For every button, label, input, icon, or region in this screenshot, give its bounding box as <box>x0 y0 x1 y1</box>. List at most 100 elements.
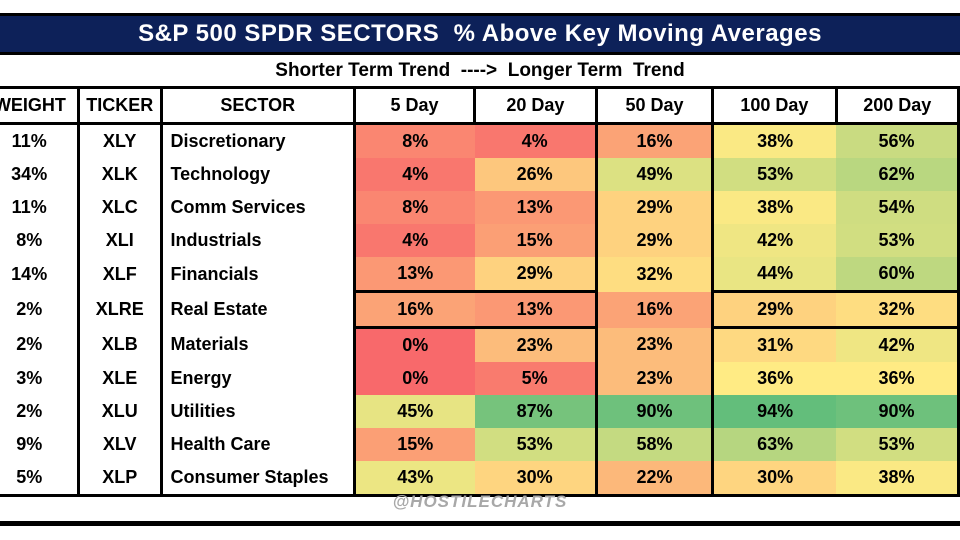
sector-cell: Real Estate <box>161 291 356 328</box>
value-cell-100-day: 94% <box>712 395 837 428</box>
table-body: 11% XLY Discretionary 8% 4% 16% 38% 56% 34% XLK Te… <box>0 123 960 497</box>
table-row-xle: 3% XLE Energy 0% 5% 23% 36% 36% <box>0 362 960 395</box>
value-cell-20-day: 53% <box>474 428 598 461</box>
value-cell-5-day: 8% <box>354 123 475 158</box>
weight-cell: 2% <box>0 291 80 328</box>
column-header-20-day: 20 Day <box>473 86 598 125</box>
table-row-xlv: 9% XLV Health Care 15% 53% 58% 63% 53% <box>0 428 960 461</box>
ticker-cell: XLC <box>78 191 163 224</box>
value-cell-20-day: 13% <box>474 291 598 329</box>
value-cell-100-day: 53% <box>712 158 837 191</box>
value-cell-5-day: 13% <box>354 257 475 293</box>
bottom-divider <box>0 521 960 526</box>
value-cell-50-day: 16% <box>596 291 715 328</box>
page-title: S&P 500 SPDR SECTORS % Above Key Moving … <box>138 20 822 47</box>
table-header-row: WEIGHT TICKER SECTOR 5 Day 20 Day 50 Day 100 D… <box>0 86 960 125</box>
top-divider <box>0 13 960 16</box>
value-cell-50-day: 29% <box>596 191 715 224</box>
value-cell-50-day: 16% <box>596 123 715 158</box>
sector-cell: Utilities <box>161 395 356 428</box>
value-cell-20-day: 4% <box>474 123 598 158</box>
value-cell-50-day: 58% <box>596 428 715 461</box>
value-cell-50-day: 23% <box>596 362 715 395</box>
value-cell-200-day: 53% <box>836 224 960 257</box>
table-row-xlf: 14% XLF Financials 13% 29% 32% 44% 60% <box>0 257 960 293</box>
value-cell-20-day: 87% <box>474 395 598 428</box>
value-cell-5-day: 4% <box>354 224 475 257</box>
value-cell-20-day: 30% <box>474 461 598 497</box>
value-cell-20-day: 15% <box>474 224 598 257</box>
value-cell-50-day: 32% <box>596 257 715 292</box>
value-cell-200-day: 42% <box>836 327 960 362</box>
value-cell-200-day: 38% <box>836 461 960 497</box>
value-cell-50-day: 90% <box>596 395 715 428</box>
sector-cell: Health Care <box>161 428 356 461</box>
ticker-cell: XLB <box>78 327 163 362</box>
sector-cell: Materials <box>161 327 356 362</box>
value-cell-100-day: 38% <box>712 191 837 224</box>
table-row-xly: 11% XLY Discretionary 8% 4% 16% 38% 56% <box>0 123 960 158</box>
value-cell-5-day: 15% <box>354 428 475 461</box>
title-banner: S&P 500 SPDR SECTORS % Above Key Moving … <box>0 16 960 55</box>
value-cell-100-day: 63% <box>712 428 837 461</box>
value-cell-100-day: 42% <box>712 224 837 257</box>
value-cell-200-day: 53% <box>836 428 960 461</box>
value-cell-5-day: 8% <box>354 191 475 224</box>
value-cell-20-day: 23% <box>474 327 598 362</box>
weight-cell: 8% <box>0 224 80 257</box>
table-row-xlk: 34% XLK Technology 4% 26% 49% 53% 62% <box>0 158 960 191</box>
weight-cell: 5% <box>0 461 80 497</box>
weight-cell: 14% <box>0 257 80 292</box>
sector-table-wrap: WEIGHT TICKER SECTOR 5 Day 20 Day 50 Day 100 D… <box>0 86 960 497</box>
weight-cell: 2% <box>0 395 80 428</box>
column-header-200-day: 200 Day <box>834 86 960 125</box>
value-cell-5-day: 0% <box>354 362 475 395</box>
table-row-xlb: 2% XLB Materials 0% 23% 23% 31% 42% <box>0 327 960 362</box>
column-header-5-day: 5 Day <box>352 86 477 125</box>
weight-cell: 11% <box>0 191 80 224</box>
ticker-cell: XLRE <box>78 291 163 328</box>
value-cell-5-day: 16% <box>354 291 475 329</box>
sector-cell: Industrials <box>161 224 356 257</box>
table-row-xlre: 2% XLRE Real Estate 16% 13% 16% 29% 32% <box>0 291 960 329</box>
table-row-xli: 8% XLI Industrials 4% 15% 29% 42% 53% <box>0 224 960 257</box>
sector-cell: Comm Services <box>161 191 356 224</box>
ticker-cell: XLV <box>78 428 163 461</box>
column-header-100-day: 100 Day <box>711 86 838 125</box>
value-cell-100-day: 36% <box>712 362 837 395</box>
ticker-cell: XLE <box>78 362 163 395</box>
column-header-sector: SECTOR <box>159 86 356 125</box>
value-cell-5-day: 45% <box>354 395 475 428</box>
value-cell-100-day: 31% <box>712 327 837 362</box>
value-cell-100-day: 30% <box>712 461 837 497</box>
weight-cell: 3% <box>0 362 80 395</box>
column-header-50-day: 50 Day <box>594 86 715 125</box>
trend-subtitle: Shorter Term Trend ----> Longer Term Tre… <box>275 60 685 81</box>
sector-cell: Energy <box>161 362 356 395</box>
value-cell-100-day: 38% <box>712 123 837 158</box>
sector-cell: Discretionary <box>161 123 356 158</box>
column-header-ticker: TICKER <box>76 86 163 125</box>
value-cell-200-day: 32% <box>836 291 960 329</box>
value-cell-20-day: 26% <box>474 158 598 191</box>
ticker-cell: XLF <box>78 257 163 292</box>
weight-cell: 34% <box>0 158 80 191</box>
ticker-cell: XLK <box>78 158 163 191</box>
table-row-xlp: 5% XLP Consumer Staples 43% 30% 22% 30% 38% <box>0 461 960 497</box>
value-cell-200-day: 36% <box>836 362 960 395</box>
value-cell-200-day: 54% <box>836 191 960 224</box>
weight-cell: 2% <box>0 327 80 362</box>
sector-cell: Technology <box>161 158 356 191</box>
sector-cell: Financials <box>161 257 356 292</box>
weight-cell: 9% <box>0 428 80 461</box>
value-cell-5-day: 4% <box>354 158 475 191</box>
sector-heatmap-table: WEIGHT TICKER SECTOR 5 Day 20 Day 50 Day 100 D… <box>0 86 960 497</box>
watermark-text: @HOSTILECHARTS <box>392 492 568 511</box>
value-cell-200-day: 62% <box>836 158 960 191</box>
value-cell-50-day: 22% <box>596 461 715 497</box>
value-cell-50-day: 23% <box>596 327 715 362</box>
value-cell-200-day: 60% <box>836 257 960 293</box>
ticker-cell: XLI <box>78 224 163 257</box>
ticker-cell: XLU <box>78 395 163 428</box>
